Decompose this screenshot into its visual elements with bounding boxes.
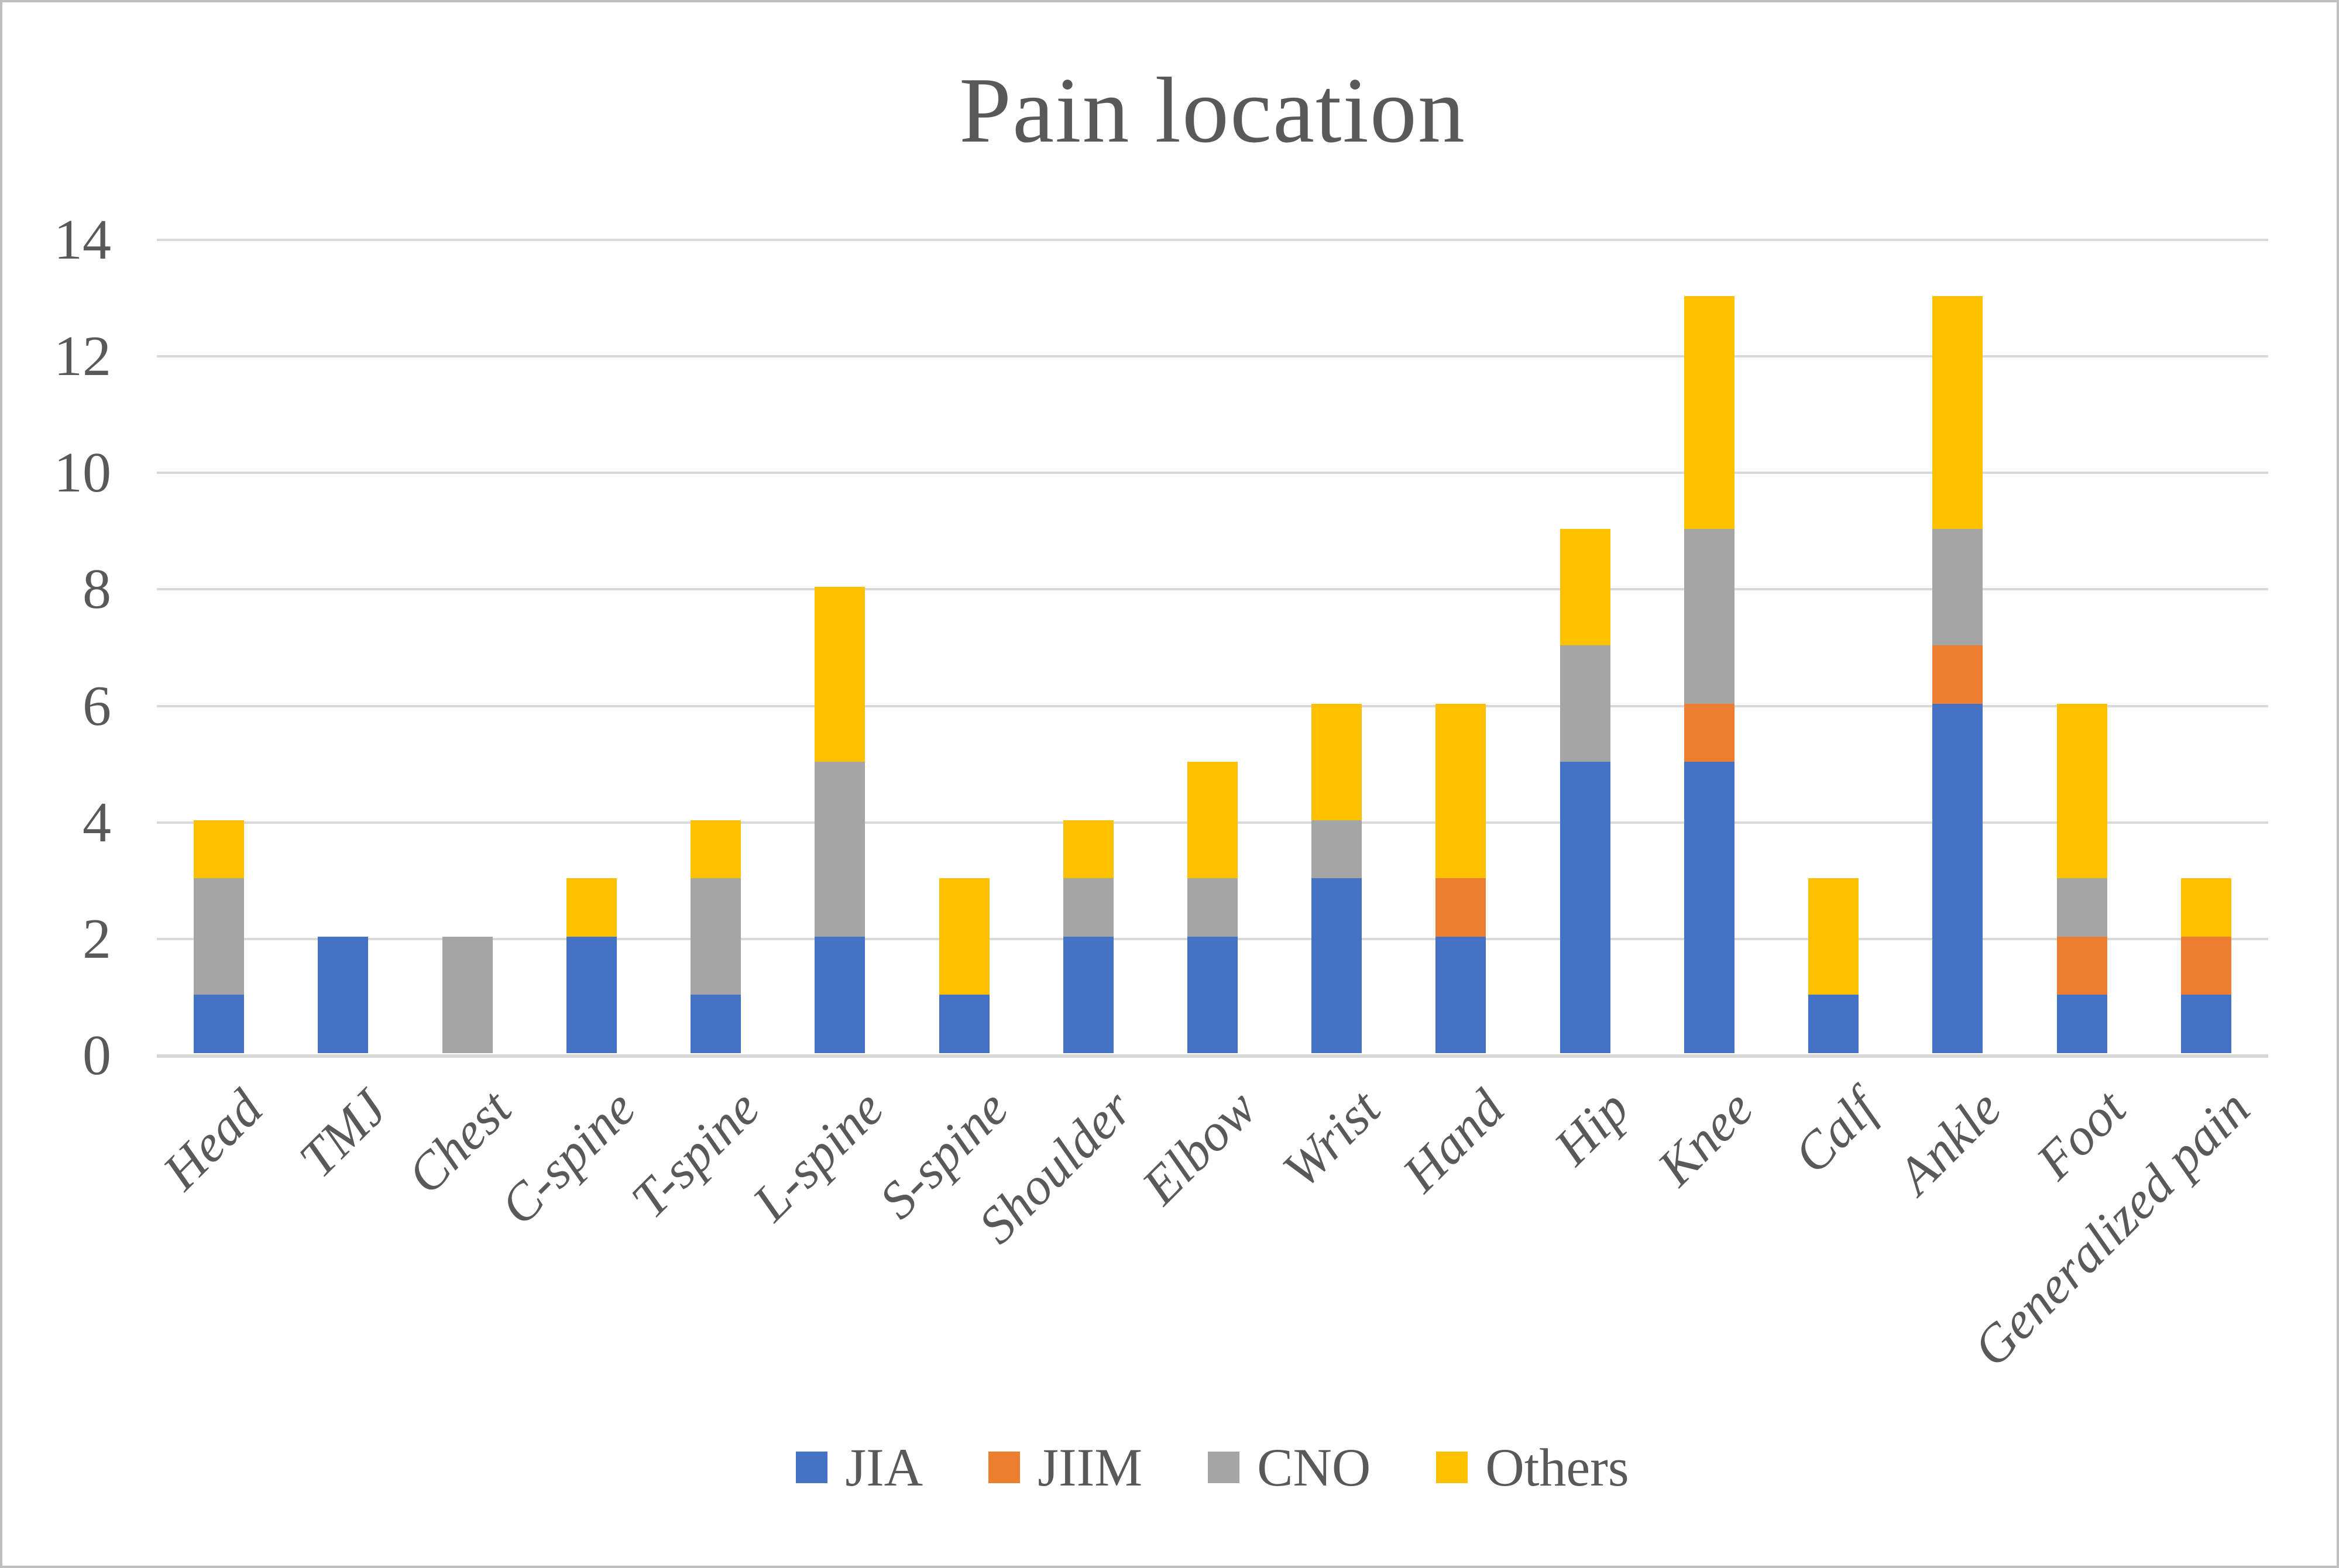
legend-swatch-jiim: [988, 1452, 1021, 1483]
legend-swatch-others: [1436, 1452, 1468, 1483]
legend-item-cno: CNO: [1208, 1440, 1371, 1494]
x-axis-tick-labels: Head TMJ Chest C-spine T-spine L-spine S-spine…: [152, 1079, 2268, 1431]
bar-segment-cno: [691, 878, 741, 995]
bar-segment-others: [1311, 703, 1362, 820]
bar-group-tmj: [281, 240, 405, 1055]
bar-segment-cno: [2056, 878, 2107, 937]
bar-group-wrist: [1275, 240, 1399, 1055]
bar-segment-jia: [1063, 936, 1114, 1053]
legend-item-others: Others: [1436, 1440, 1629, 1494]
gridline-8: [157, 588, 2268, 591]
y-tick-label-4: 4: [83, 790, 111, 854]
bar-group-s-spine: [902, 240, 1026, 1055]
bar-segment-cno: [1311, 820, 1362, 879]
bar-segment-jia: [2056, 995, 2107, 1053]
bar-segment-jia: [2180, 995, 2231, 1053]
bar-group-generalized-pain: [2144, 240, 2268, 1055]
bar-group-calf: [1771, 240, 1895, 1055]
bar-group-foot: [2020, 240, 2144, 1055]
bar-segment-jia: [318, 936, 369, 1053]
bar-segment-jia: [1932, 703, 1983, 1053]
bar-segment-jia: [815, 936, 865, 1053]
bar-segment-jia: [691, 995, 741, 1053]
bar-segment-others: [1435, 703, 1486, 879]
bar-segment-cno: [1063, 878, 1114, 937]
bar-segment-others: [1560, 528, 1610, 645]
bar-segment-jiim: [2180, 936, 2231, 995]
bar-group-hand: [1399, 240, 1523, 1055]
bar-group-hip: [1523, 240, 1647, 1055]
bar-segment-jia: [1684, 762, 1734, 1053]
bar-segment-jia: [194, 995, 245, 1053]
bar-segment-others: [1063, 820, 1114, 879]
bar-group-l-spine: [778, 240, 902, 1055]
chart-title: Pain location: [959, 58, 1466, 162]
bar-segment-others: [566, 878, 617, 937]
bar-segment-others: [1684, 295, 1734, 529]
bar-segment-others: [939, 878, 990, 995]
bar-segment-jiim: [1435, 878, 1486, 937]
legend-item-jiim: JIIM: [988, 1440, 1142, 1494]
bar-segment-others: [1932, 295, 1983, 529]
bar-segment-jia: [1187, 936, 1238, 1053]
bar-segment-jia: [1311, 878, 1362, 1053]
bar-group-knee: [1647, 240, 1771, 1055]
bar-segment-others: [1808, 878, 1859, 995]
bar-segment-cno: [815, 762, 865, 937]
legend-swatch-jia: [796, 1452, 828, 1483]
bar-group-head: [157, 240, 281, 1055]
y-tick-label-2: 2: [83, 907, 111, 971]
y-tick-label-0: 0: [83, 1024, 111, 1087]
bar-segment-jiim: [1684, 703, 1734, 762]
bar-segment-others: [1187, 762, 1238, 879]
bar-segment-others: [2056, 703, 2107, 879]
bar-group-t-spine: [654, 240, 778, 1055]
bar-group-shoulder: [1026, 240, 1150, 1055]
bar-group-elbow: [1150, 240, 1275, 1055]
bar-segment-jia: [939, 995, 990, 1053]
bar-segment-cno: [1684, 528, 1734, 704]
y-tick-label-10: 10: [54, 441, 111, 505]
gridline-12: [157, 355, 2268, 358]
bar-group-ankle: [1895, 240, 2019, 1055]
legend-label-jiim: JIIM: [1038, 1438, 1143, 1497]
bar-segment-others: [194, 820, 245, 879]
bar-segment-jia: [1435, 936, 1486, 1053]
y-tick-label-14: 14: [54, 208, 111, 271]
bar-segment-jiim: [2056, 936, 2107, 995]
bar-segment-jiim: [1932, 645, 1983, 704]
plot-area: 0 2 4 6 8 10 12 14: [54, 211, 2268, 1084]
gridline-10: [157, 472, 2268, 474]
legend-swatch-cno: [1208, 1452, 1240, 1483]
bar-segment-jia: [1560, 762, 1610, 1053]
bar-segment-cno: [442, 936, 493, 1053]
legend: JIA JIIM CNO Others: [157, 1440, 2268, 1494]
x-axis-line: [157, 1054, 2268, 1058]
bar-segment-cno: [1932, 528, 1983, 645]
bar-segment-jia: [1808, 995, 1859, 1053]
bar-segment-cno: [194, 878, 245, 995]
legend-label-cno: CNO: [1257, 1438, 1371, 1497]
y-tick-label-6: 6: [83, 674, 111, 738]
legend-item-jia: JIA: [796, 1440, 923, 1494]
bar-group-chest: [405, 240, 529, 1055]
bar-segment-others: [2180, 878, 2231, 937]
y-tick-label-8: 8: [83, 558, 111, 621]
legend-label-others: Others: [1485, 1438, 1629, 1497]
bar-segment-jia: [566, 936, 617, 1053]
y-tick-label-12: 12: [54, 325, 111, 388]
bar-segment-cno: [1187, 878, 1238, 937]
legend-label-jia: JIA: [845, 1438, 923, 1497]
bar-segment-cno: [1560, 645, 1610, 762]
bar-segment-others: [691, 820, 741, 879]
gridline-6: [157, 704, 2268, 707]
gridline-14: [157, 239, 2268, 241]
bar-group-c-spine: [530, 240, 654, 1055]
bar-segment-others: [815, 587, 865, 762]
